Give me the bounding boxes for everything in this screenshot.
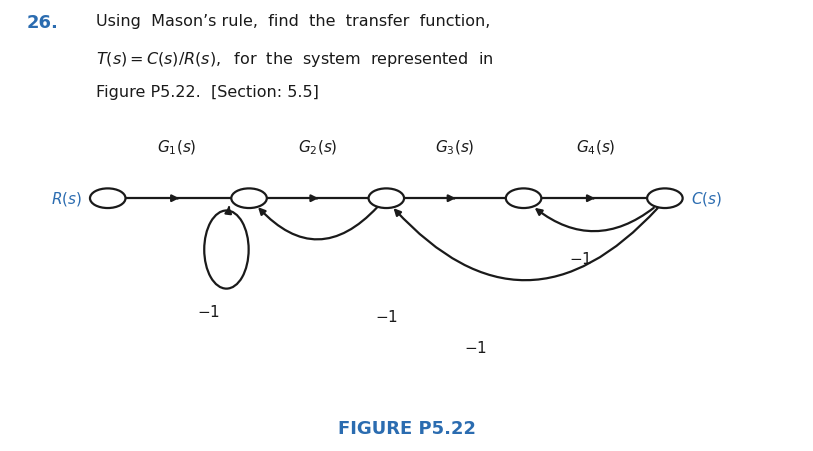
Text: FIGURE P5.22: FIGURE P5.22 — [337, 419, 476, 437]
Text: 26.: 26. — [27, 14, 59, 32]
Text: $-1$: $-1$ — [568, 250, 592, 266]
Circle shape — [506, 189, 541, 208]
Text: $G_4(s)$: $G_4(s)$ — [576, 138, 616, 156]
Text: $G_1(s)$: $G_1(s)$ — [157, 138, 196, 156]
Circle shape — [231, 189, 267, 208]
Text: Figure P5.22.  [Section: 5.5]: Figure P5.22. [Section: 5.5] — [96, 85, 319, 100]
Text: $-1$: $-1$ — [198, 304, 220, 319]
Text: $-1$: $-1$ — [375, 308, 398, 324]
Text: $G_2(s)$: $G_2(s)$ — [298, 138, 337, 156]
Circle shape — [90, 189, 125, 208]
Text: $T(s) = C(s)/R(s),$  for  the  system  represented  in: $T(s) = C(s)/R(s),$ for the system repre… — [96, 50, 493, 69]
Text: $C(s)$: $C(s)$ — [691, 190, 722, 208]
Circle shape — [368, 189, 404, 208]
Text: Using  Mason’s rule,  find  the  transfer  function,: Using Mason’s rule, find the transfer fu… — [96, 14, 490, 29]
Text: $G_3(s)$: $G_3(s)$ — [435, 138, 475, 156]
Text: $R(s)$: $R(s)$ — [51, 190, 82, 208]
Circle shape — [647, 189, 683, 208]
Text: $-1$: $-1$ — [463, 339, 487, 355]
